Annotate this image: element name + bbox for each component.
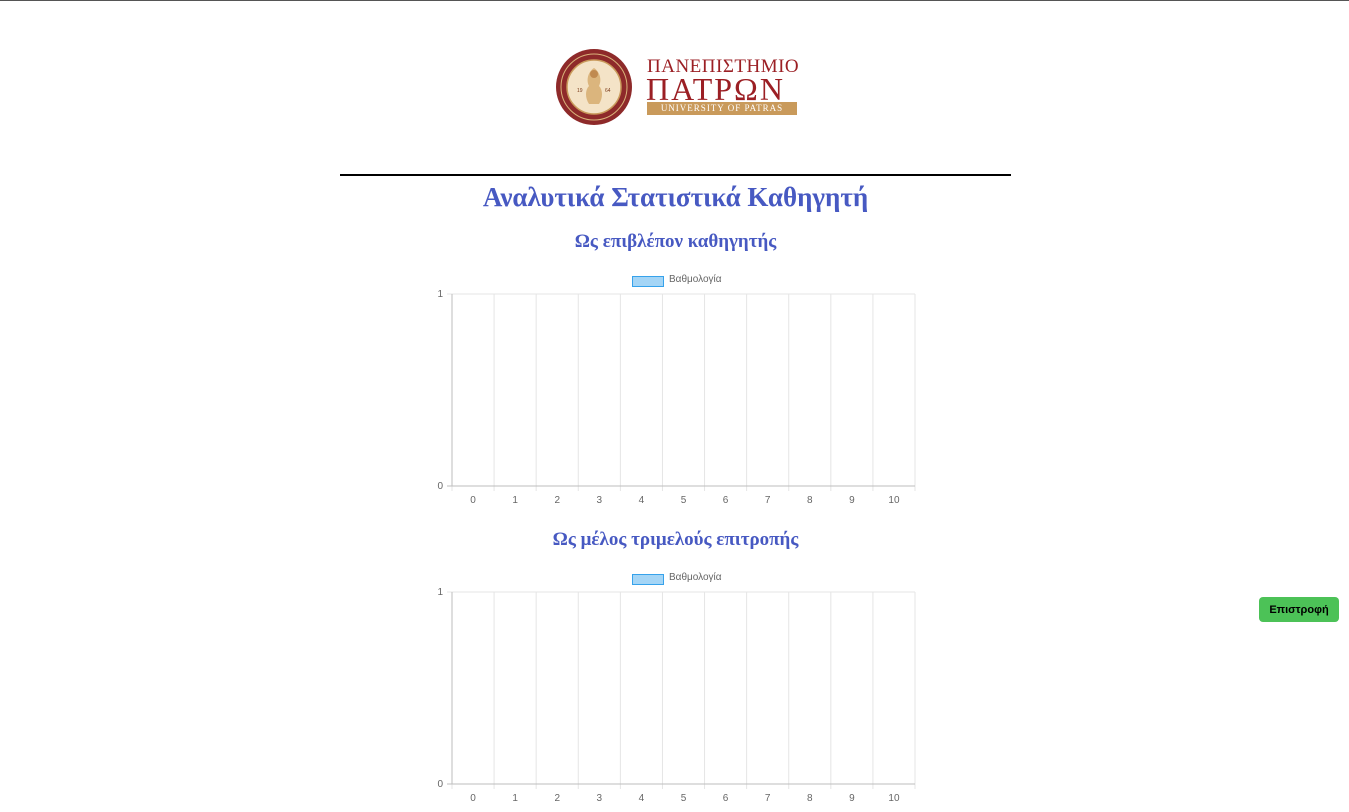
logo-text-english: UNIVERSITY OF PATRAS bbox=[647, 102, 797, 115]
x-tick-label: 4 bbox=[639, 793, 645, 804]
university-logo: 19 64 ΠΑΝΕΠΙΣΤΗΜΙΟ ΠΑΤΡΩΝ UNIVERSITY OF … bbox=[555, 48, 800, 130]
x-tick-label: 1 bbox=[512, 495, 518, 506]
x-tick-label: 3 bbox=[597, 793, 603, 804]
x-tick-label: 2 bbox=[554, 793, 560, 804]
legend-swatch bbox=[632, 276, 664, 287]
x-tick-label: 7 bbox=[765, 793, 771, 804]
x-tick-label: 6 bbox=[723, 793, 729, 804]
back-button[interactable]: Επιστροφή bbox=[1259, 597, 1339, 622]
y-tick-label: 0 bbox=[437, 481, 443, 492]
x-tick-label: 2 bbox=[554, 495, 560, 506]
chart-supervisor: Βαθμολογία 0 1 0 1 2 3 4 5 6 7 8 9 10 bbox=[420, 274, 930, 514]
page-title: Αναλυτικά Στατιστικά Καθηγητή bbox=[482, 182, 869, 212]
chart-plot-area: 010 1 2 3 4 5 6 7 8 9 10 bbox=[437, 587, 916, 804]
x-tick-label: 5 bbox=[681, 495, 687, 506]
y-tick-label: 1 bbox=[437, 587, 443, 598]
x-tick-label: 8 bbox=[807, 495, 813, 506]
x-tick-label: 8 bbox=[807, 793, 813, 804]
chart-legend[interactable]: Βαθμολογία bbox=[420, 572, 930, 587]
legend-label: Βαθμολογία bbox=[669, 572, 722, 583]
x-tick-label: 7 bbox=[765, 495, 771, 506]
x-tick-label: 9 bbox=[849, 495, 855, 506]
legend-label: Βαθμολογία bbox=[669, 274, 722, 285]
x-tick-label: 10 bbox=[888, 793, 900, 804]
y-tick-label: 0 bbox=[437, 779, 443, 790]
x-tick-label: 4 bbox=[639, 495, 645, 506]
top-border bbox=[0, 0, 1349, 1]
logo-text-greek-line1: ΠΑΝΕΠΙΣΤΗΜΙΟ bbox=[647, 56, 800, 77]
chart-committee: Βαθμολογία 0 1 0 1 2 3 4 5 6 7 8 9 10 bbox=[420, 572, 930, 812]
section-title-supervisor: Ως επιβλέπον καθηγητής bbox=[574, 231, 777, 252]
chart-legend[interactable]: Βαθμολογία bbox=[420, 274, 930, 289]
logo-text-greek-line2: ΠΑΤΡΩΝ bbox=[646, 71, 785, 107]
svg-text:64: 64 bbox=[605, 88, 611, 94]
x-tick-label: 6 bbox=[723, 495, 729, 506]
chart-plot-area: 010 1 2 3 4 5 6 7 8 9 10 bbox=[437, 289, 916, 506]
x-tick-label: 9 bbox=[849, 793, 855, 804]
university-seal-icon: 19 64 bbox=[556, 49, 632, 125]
x-tick-label: 1 bbox=[512, 793, 518, 804]
x-tick-label: 0 bbox=[470, 495, 476, 506]
x-tick-label: 3 bbox=[597, 495, 603, 506]
x-tick-label: 10 bbox=[888, 495, 900, 506]
x-tick-label: 5 bbox=[681, 793, 687, 804]
x-tick-label: 0 bbox=[470, 793, 476, 804]
y-tick-label: 1 bbox=[437, 289, 443, 300]
section-title-committee: Ως μέλος τριμελούς επιτροπής bbox=[552, 529, 799, 550]
header-divider bbox=[340, 174, 1011, 176]
svg-text:19: 19 bbox=[577, 88, 583, 94]
legend-swatch bbox=[632, 574, 664, 585]
